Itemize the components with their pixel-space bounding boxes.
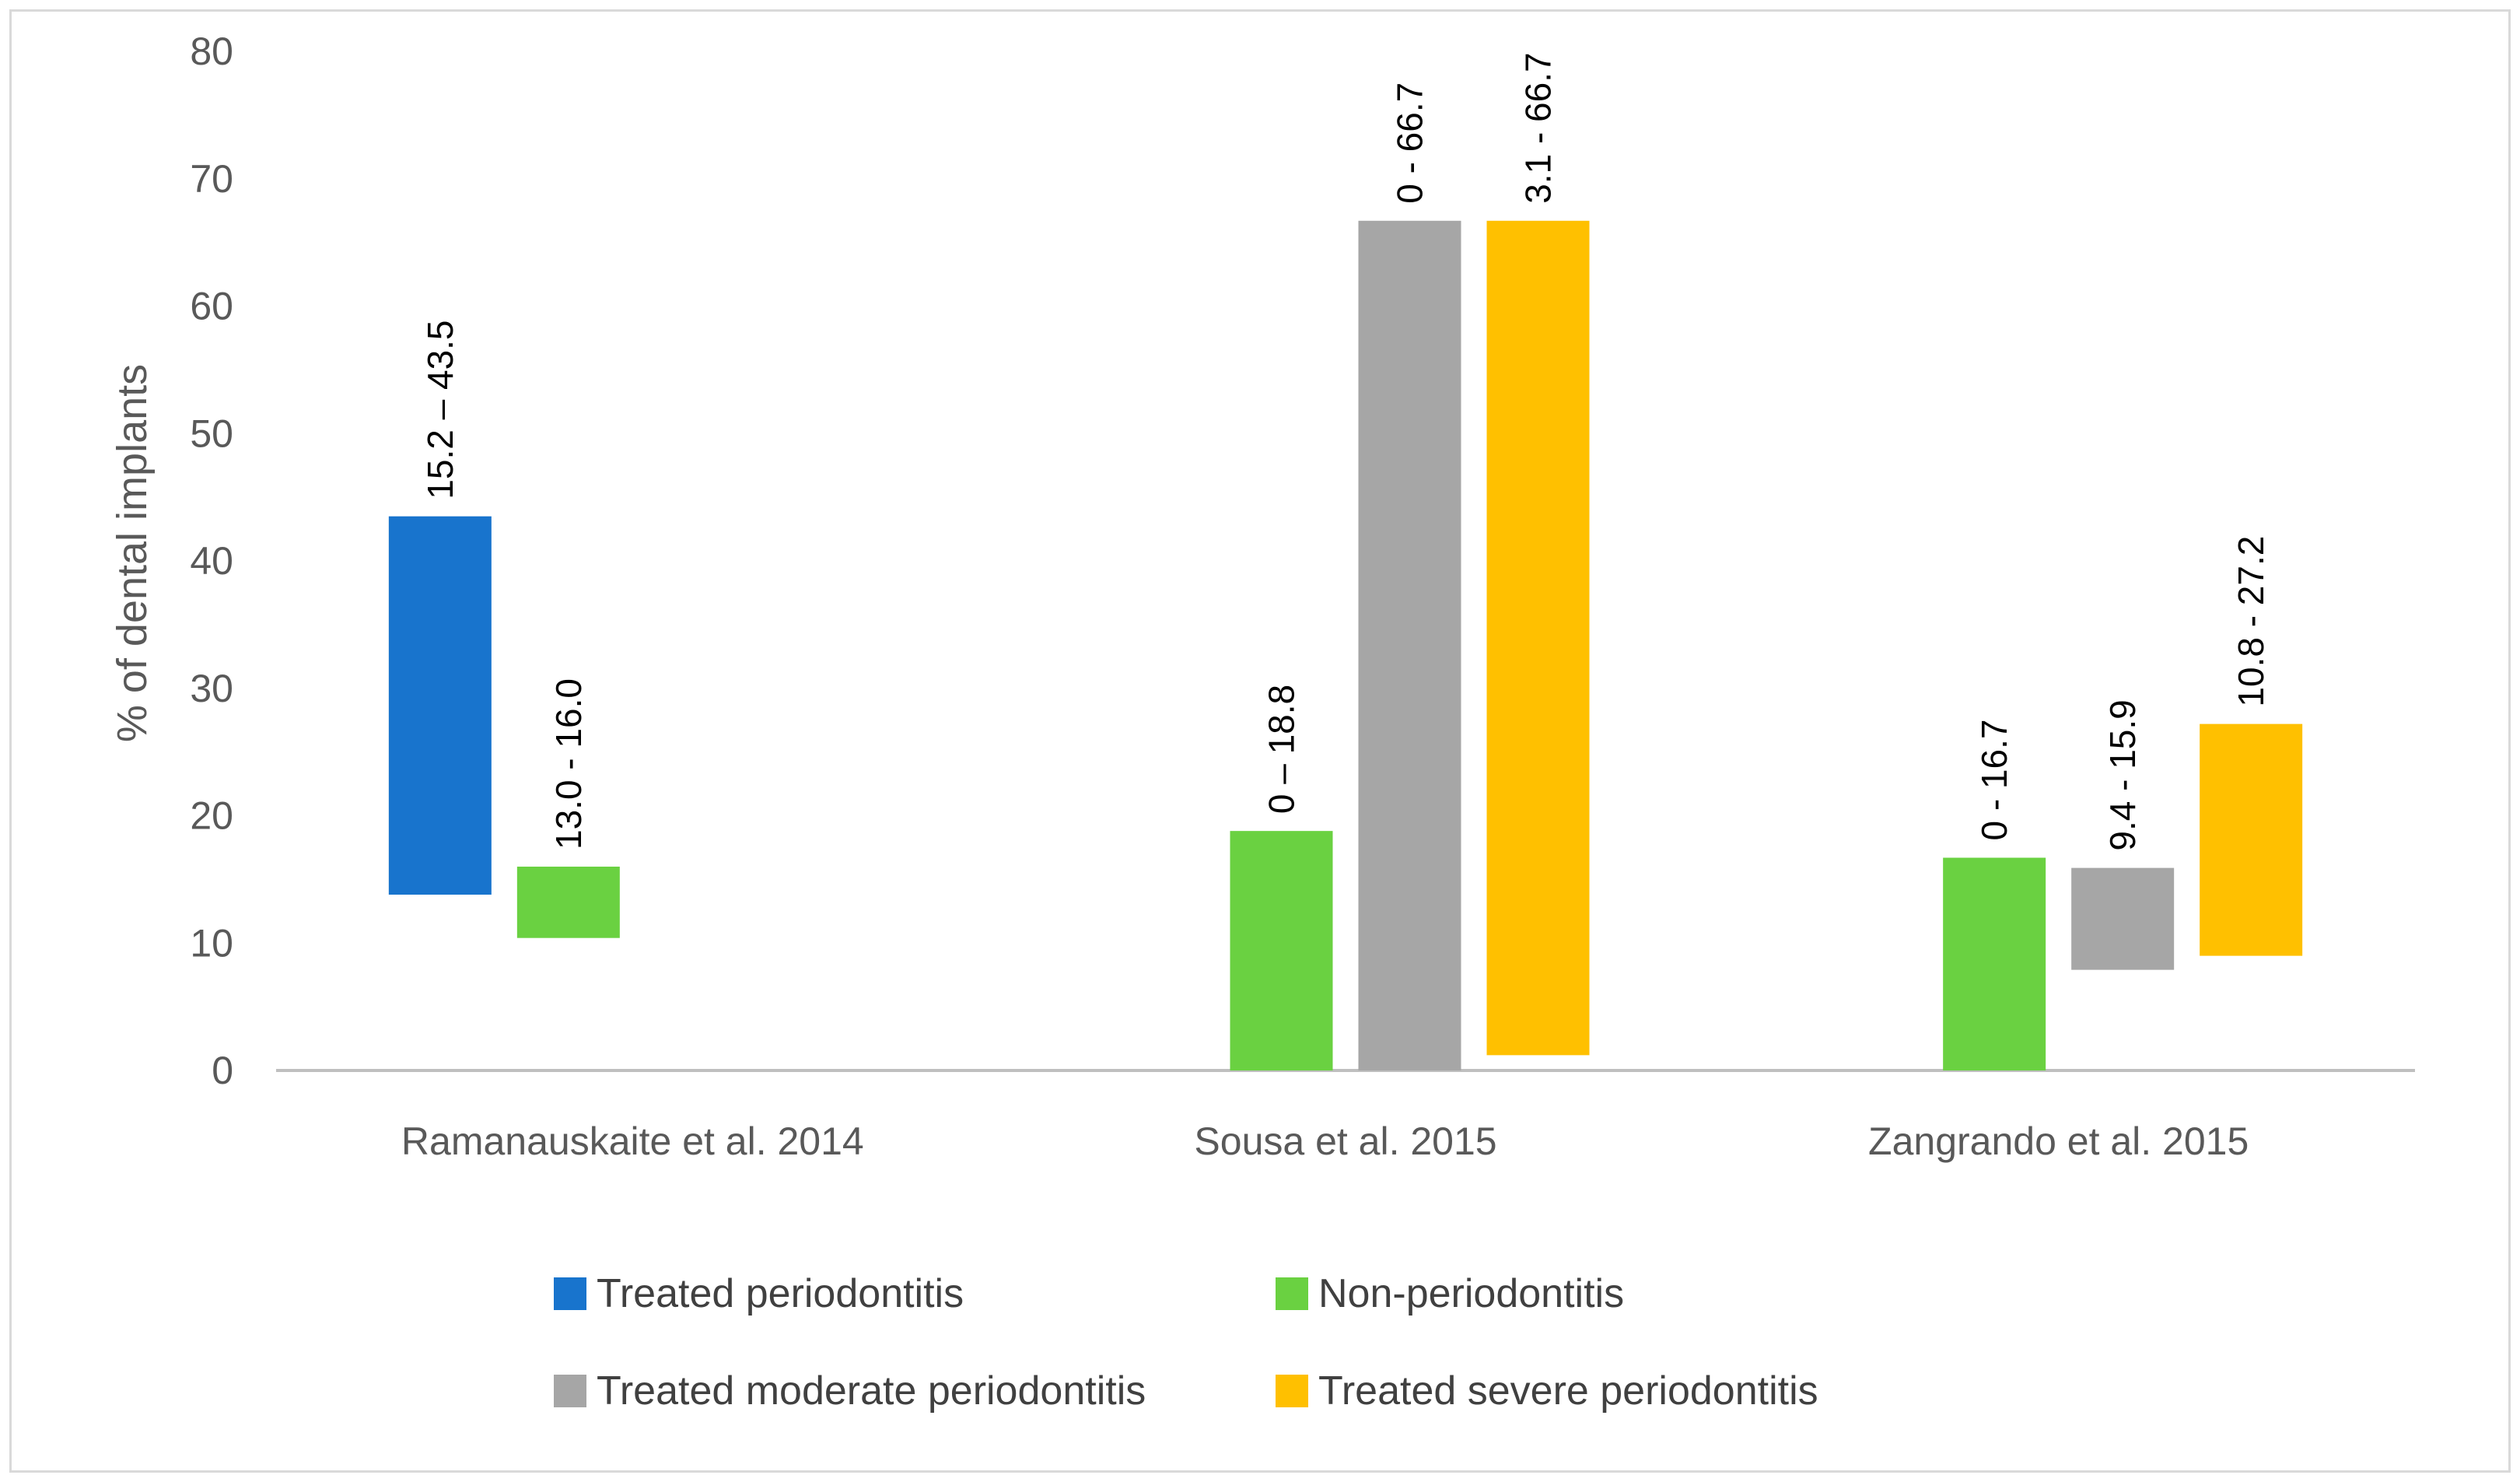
legend-swatch (554, 1277, 586, 1310)
data-label: 3.1 - 66.7 (1518, 52, 1559, 203)
data-label: 9.4 - 15.9 (2102, 699, 2143, 850)
legend-label: Treated moderate periodontitis (597, 1368, 1146, 1414)
bar-4-2 (1486, 220, 1590, 1056)
bar-4-3 (2200, 723, 2303, 956)
y-tick-label: 40 (190, 539, 233, 583)
x-axis-labels: Ramanauskaite et al. 2014 Sousa et al. 20… (401, 1119, 2249, 1163)
y-tick-label: 10 (190, 921, 233, 965)
legend-swatch (1276, 1277, 1308, 1310)
y-tick-label: 50 (190, 412, 233, 455)
data-label: 13.0 - 16.0 (548, 678, 589, 850)
y-tick-label: 30 (190, 667, 233, 710)
y-tick-label: 20 (190, 794, 233, 838)
legend-swatch (1276, 1375, 1308, 1407)
y-axis-ticks: 0 10 20 30 40 50 60 70 80 (190, 30, 233, 1092)
bar-2-3 (1943, 857, 2046, 1070)
legend-label: Non-periodontitis (1318, 1271, 1624, 1316)
bar-3-3 (2071, 867, 2175, 970)
bar-2-2 (1230, 831, 1333, 1070)
data-label: 0 – 18.8 (1262, 685, 1302, 814)
y-tick-label: 0 (212, 1049, 233, 1092)
x-tick-label: Zangrando et al. 2015 (1868, 1119, 2249, 1163)
bar-2-1 (516, 867, 620, 938)
data-label: 10.8 - 27.2 (2231, 536, 2271, 707)
y-tick-label: 70 (190, 157, 233, 201)
y-axis-title: % of dental implants (109, 364, 156, 742)
x-tick-label: Sousa et al. 2015 (1194, 1119, 1496, 1163)
legend-label: Treated severe periodontitis (1318, 1368, 1818, 1414)
data-label: 15.2 – 43.5 (420, 320, 460, 499)
bar-1-1 (388, 516, 492, 895)
y-tick-label: 60 (190, 285, 233, 328)
bar-group: 15.2 – 43.5 13.0 - 16.0 0 – 18.8 0 - 66.7 3.… (388, 52, 2303, 1071)
legend-swatch (554, 1375, 586, 1407)
y-tick-label: 80 (190, 30, 233, 73)
legend-label: Treated periodontitis (597, 1271, 964, 1316)
x-tick-label: Ramanauskaite et al. 2014 (401, 1119, 864, 1163)
legend: Treated periodontitis Non-periodontitis Tr… (554, 1271, 1818, 1414)
bar-3-2 (1358, 220, 1461, 1071)
data-label: 0 - 16.7 (1974, 720, 2014, 841)
data-label: 0 - 66.7 (1390, 82, 1430, 204)
